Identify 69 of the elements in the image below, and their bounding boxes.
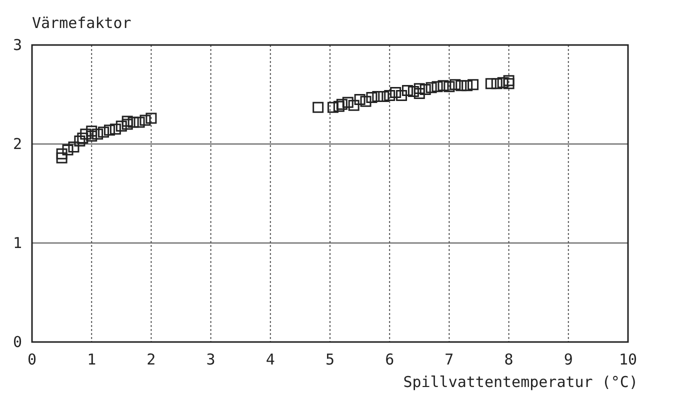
x-tick-label: 1 (87, 350, 96, 369)
point (68, 141, 80, 152)
point (497, 77, 508, 88)
point (372, 90, 384, 102)
point (104, 124, 115, 136)
point (503, 78, 514, 90)
point (342, 96, 354, 108)
x-tick-label: 6 (385, 350, 394, 369)
x-tick-label: 3 (206, 350, 216, 369)
point (408, 86, 419, 98)
point (354, 94, 366, 105)
y-axis-title: Värmefaktor (32, 14, 132, 32)
x-tick-label: 5 (325, 350, 335, 369)
point (396, 90, 408, 101)
point (450, 79, 461, 90)
point (491, 78, 502, 90)
point (503, 75, 514, 86)
x-axis-title: Spillvattentemperatur (°C) (403, 373, 638, 391)
point (414, 88, 425, 100)
point (336, 98, 348, 110)
point (116, 120, 127, 132)
point (462, 80, 473, 92)
point (128, 116, 139, 128)
point (432, 81, 443, 92)
point (62, 144, 74, 156)
x-tick-label: 9 (564, 350, 573, 369)
y-tick-label: 2 (12, 134, 22, 153)
x-tick-label: 2 (146, 350, 156, 369)
point (77, 132, 88, 144)
point (92, 128, 104, 140)
point (140, 114, 151, 126)
point (444, 81, 455, 92)
point (360, 96, 372, 107)
point (110, 124, 121, 135)
point (456, 80, 467, 92)
point (402, 85, 413, 96)
point (327, 102, 338, 113)
point (56, 152, 68, 164)
point (80, 128, 92, 140)
y-tick-label: 0 (12, 332, 22, 351)
point (366, 92, 378, 103)
point (384, 90, 396, 101)
x-tick-label: 8 (504, 350, 514, 369)
x-tick-label: 4 (266, 350, 275, 369)
x-tick-label: 10 (618, 350, 638, 369)
y-tick-label: 1 (12, 234, 22, 252)
point (378, 90, 390, 102)
point (74, 136, 86, 147)
point (420, 84, 431, 96)
point (333, 100, 344, 112)
point (56, 148, 68, 160)
point (426, 82, 437, 94)
point (122, 118, 133, 130)
point (414, 83, 425, 94)
x-tick-label: 7 (444, 350, 454, 369)
x-tick-label: 0 (27, 350, 37, 369)
point (86, 130, 98, 142)
point (98, 126, 110, 138)
point (485, 78, 496, 90)
point (390, 87, 402, 98)
point (348, 100, 360, 111)
point (122, 116, 133, 127)
point (146, 112, 157, 124)
y-tick-label: 3 (12, 36, 22, 54)
point (134, 116, 145, 128)
point (312, 102, 324, 113)
point (86, 126, 98, 137)
point (438, 80, 449, 92)
point (468, 79, 479, 90)
